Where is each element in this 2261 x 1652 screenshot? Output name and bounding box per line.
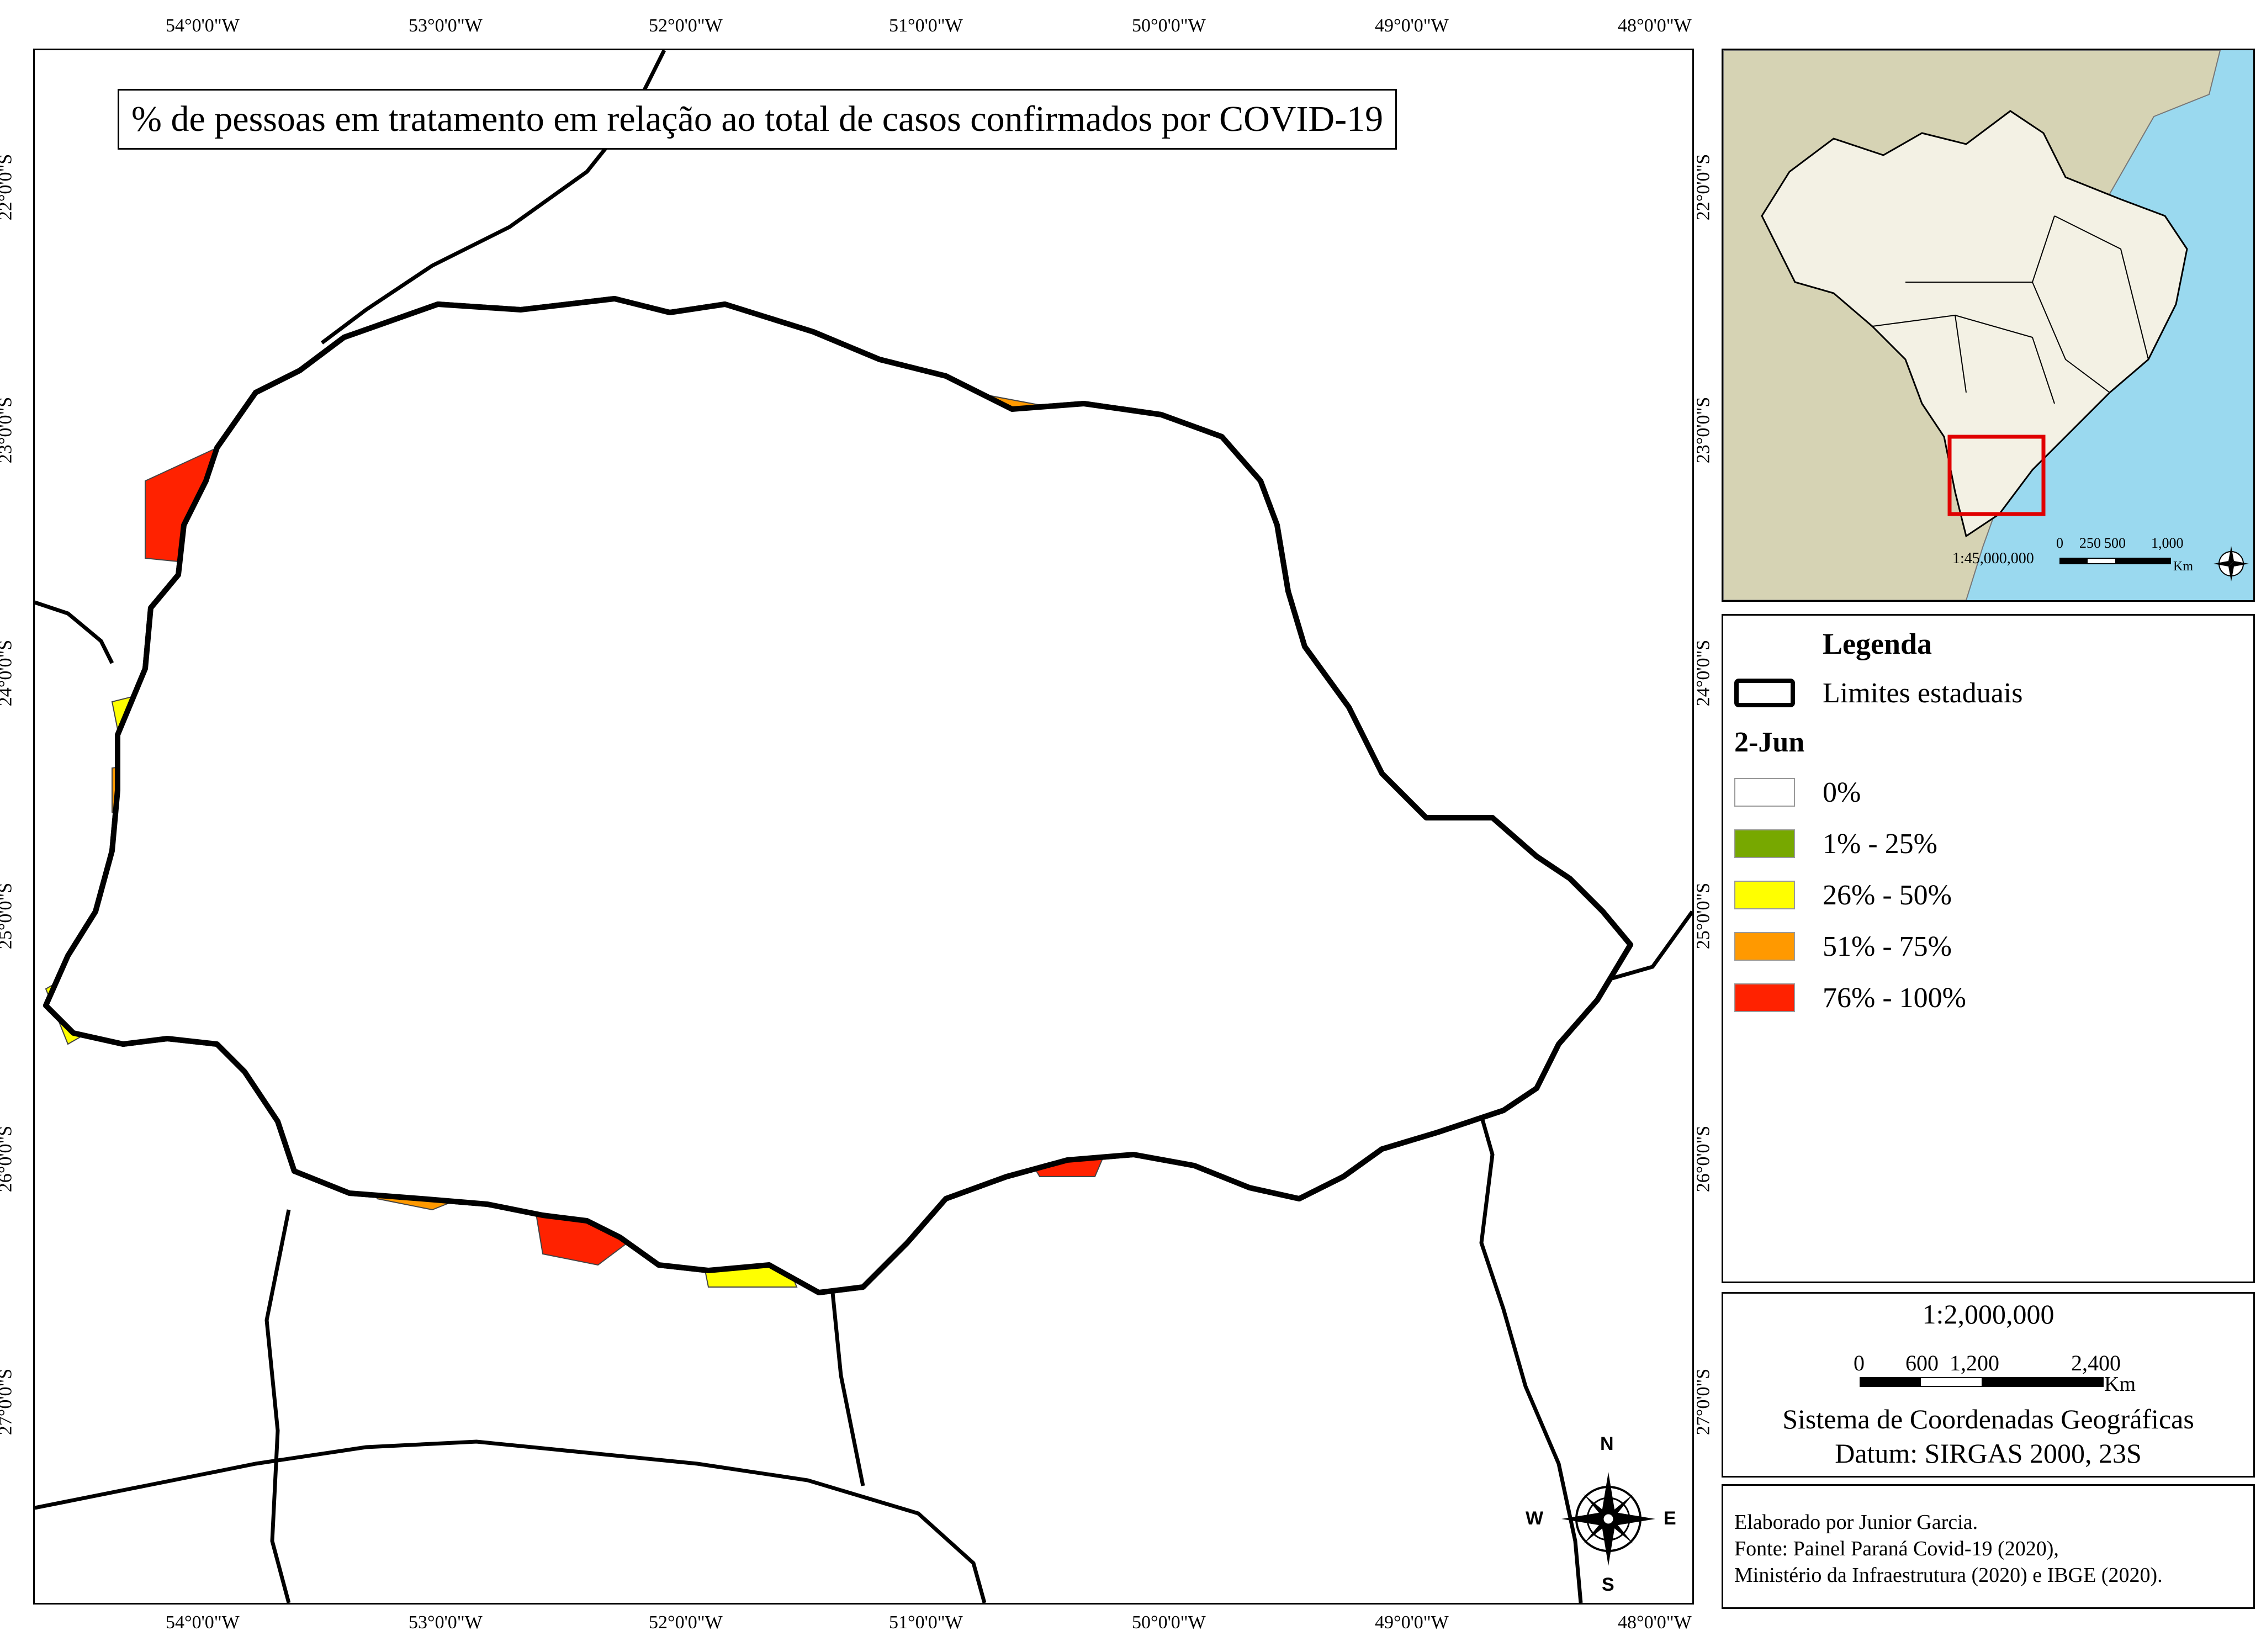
legend-label-2: 26% - 50% [1823, 879, 1952, 911]
scale-label-0: 0 [1854, 1351, 1865, 1375]
compass-east-label: E [1664, 1508, 1676, 1529]
lon-tick-bottom-7: 48°0'0"W [1618, 1612, 1692, 1633]
scale-label-600: 600 [1905, 1351, 1939, 1375]
legend-label-3: 51% - 75% [1823, 930, 1952, 962]
state-limits-label: Limites estaduais [1823, 677, 2023, 709]
crs-line-2: Datum: SIRGAS 2000, 23S [1835, 1438, 2142, 1469]
scale-label-1200: 1,200 [1950, 1351, 1999, 1375]
scale-label-2400: 2,400 [2071, 1351, 2121, 1375]
lat-tick-left-4: 25°0'0"S [0, 882, 16, 950]
inset-scale-ratio: 1:45,000,000 [1952, 550, 2034, 567]
inset-map-canvas [1723, 50, 2253, 600]
legend-date-label: 2-Jun [1734, 727, 1805, 758]
legend-class-2: 26% - 50% [1734, 878, 1952, 912]
lon-tick-top-1: 54°0'0"W [166, 15, 240, 36]
lon-tick-bottom-3: 52°0'0"W [649, 1612, 723, 1633]
inset-scale-label-1000: 1,000 [2151, 535, 2184, 551]
lat-tick-right-3: 24°0'0"S [1693, 639, 1714, 707]
lat-tick-right-1: 22°0'0"S [1693, 153, 1714, 221]
lat-tick-left-6: 27°0'0"S [0, 1368, 16, 1436]
lon-tick-top-3: 52°0'0"W [649, 15, 723, 36]
compass-south-label: S [1602, 1574, 1614, 1595]
main-map[interactable]: % de pessoas em tratamento em relação ao… [33, 49, 1694, 1605]
crs-line-1: Sistema de Coordenadas Geográficas [1782, 1404, 2194, 1434]
legend-title: Legenda [1823, 627, 1932, 660]
legend-class-0: 0% [1734, 776, 1861, 809]
lat-tick-left-5: 26°0'0"S [0, 1125, 16, 1193]
compass-rose [1561, 1472, 1655, 1566]
inset-scale-label-250: 250 [2079, 535, 2101, 551]
lon-tick-bottom-2: 53°0'0"W [409, 1612, 483, 1633]
inset-locator-map[interactable]: 1:45,000,000 0 250 500 1,000 Km [1722, 49, 2255, 602]
legend-class-3: 51% - 75% [1734, 930, 1952, 963]
legend-swatch-2 [1734, 881, 1795, 909]
state-limits-swatch [1734, 679, 1795, 707]
legend-label-4: 76% - 100% [1823, 982, 1966, 1014]
inset-scale-label-500: 500 [2104, 535, 2126, 551]
inset-compass [2214, 546, 2249, 581]
inset-scale-unit: Km [2173, 559, 2193, 574]
lon-tick-bottom-1: 54°0'0"W [166, 1612, 240, 1633]
lon-tick-top-2: 53°0'0"W [409, 15, 483, 36]
parana-map-canvas [35, 50, 1692, 1603]
compass-west-label: W [1526, 1508, 1544, 1529]
lon-tick-bottom-4: 51°0'0"W [889, 1612, 963, 1633]
legend-label-1: 1% - 25% [1823, 828, 1937, 860]
lat-tick-left-1: 22°0'0"S [0, 153, 16, 221]
lon-tick-bottom-6: 49°0'0"W [1375, 1612, 1449, 1633]
credits-author: Elaborado por Junior Garcia. [1734, 1511, 1978, 1534]
scale-panel: 1:2,000,000 0 600 1,200 2,400 Km Sistema… [1722, 1292, 2255, 1478]
scale-ratio: 1:2,000,000 [1922, 1299, 2055, 1330]
legend-state-limits: Limites estaduais [1734, 676, 2022, 709]
scale-unit: Km [2104, 1373, 2136, 1396]
lon-tick-top-5: 50°0'0"W [1132, 15, 1206, 36]
inset-scale-bar [2059, 558, 2171, 564]
map-title: % de pessoas em tratamento em relação ao… [118, 89, 1397, 150]
lat-tick-right-4: 25°0'0"S [1693, 882, 1714, 950]
credits-source-2: Ministério da Infraestrutura (2020) e IB… [1734, 1564, 2163, 1587]
lat-tick-right-6: 27°0'0"S [1693, 1368, 1714, 1436]
inset-state-borders [1872, 215, 2149, 404]
lat-tick-left-3: 24°0'0"S [0, 639, 16, 707]
credits-panel: Elaborado por Junior Garcia. Fonte: Pain… [1722, 1484, 2255, 1609]
compass-north-label: N [1600, 1433, 1614, 1454]
lon-tick-bottom-5: 50°0'0"W [1132, 1612, 1206, 1633]
legend-label-0: 0% [1823, 776, 1861, 808]
legend-swatch-4 [1734, 983, 1795, 1012]
legend-swatch-1 [1734, 829, 1795, 858]
lon-tick-top-4: 51°0'0"W [889, 15, 963, 36]
legend-class-4: 76% - 100% [1734, 981, 1966, 1014]
legend-class-1: 1% - 25% [1734, 827, 1937, 860]
lat-tick-right-2: 23°0'0"S [1693, 396, 1714, 464]
credits-source-1: Fonte: Painel Paraná Covid-19 (2020), [1734, 1537, 2059, 1560]
inset-scale-label-0: 0 [2056, 535, 2063, 551]
lon-tick-top-6: 49°0'0"W [1375, 15, 1449, 36]
legend-swatch-0 [1734, 778, 1795, 807]
legend-panel: Legenda Limites estaduais 2-Jun 0% 1% - … [1722, 614, 2255, 1283]
scale-bar-canvas [1860, 1377, 2104, 1387]
lat-tick-left-2: 23°0'0"S [0, 396, 16, 464]
legend-swatch-3 [1734, 932, 1795, 961]
lat-tick-right-5: 26°0'0"S [1693, 1125, 1714, 1193]
inset-highlight-box [1947, 435, 2046, 516]
lon-tick-top-7: 48°0'0"W [1618, 15, 1692, 36]
